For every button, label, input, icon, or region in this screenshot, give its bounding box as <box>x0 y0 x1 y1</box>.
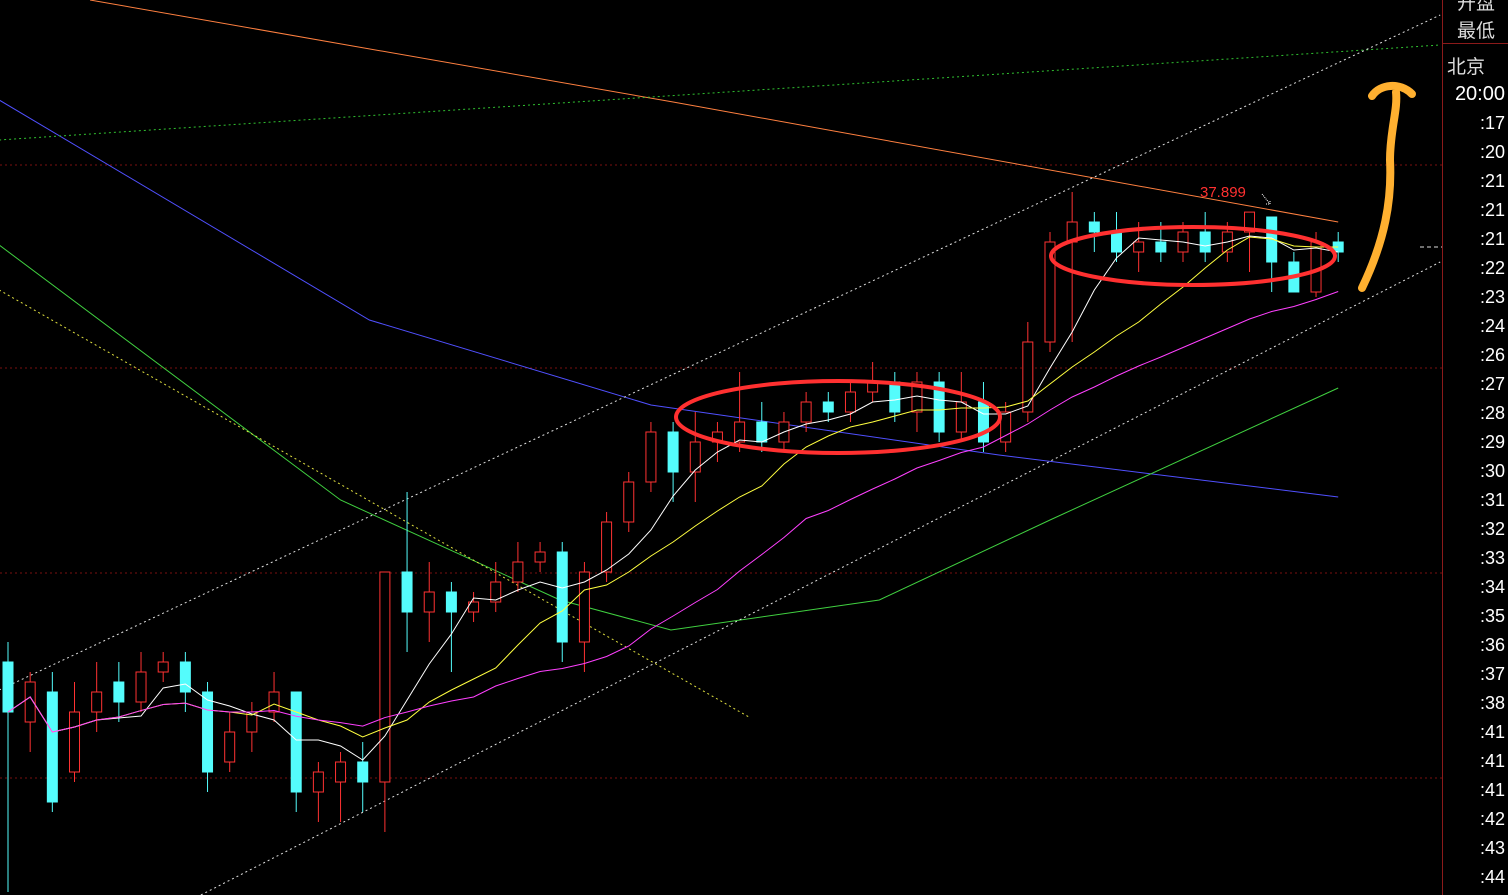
time-tick: :28 <box>1479 403 1505 423</box>
time-tick: :21 <box>1479 200 1505 220</box>
candle-up <box>268 691 280 713</box>
candle-up <box>157 661 169 673</box>
open-header: 开盘 <box>1456 0 1495 14</box>
candle-down <box>1155 241 1167 253</box>
candle-up <box>512 561 524 583</box>
candle-down <box>445 591 457 613</box>
time-tick: :23 <box>1479 287 1505 307</box>
candle-down <box>2 661 14 713</box>
candle-up <box>24 681 36 723</box>
candle-down <box>933 381 945 433</box>
candle-up <box>135 671 147 703</box>
candle-up <box>1244 211 1256 233</box>
candle-up <box>1022 341 1034 413</box>
arrow-pointer-icon <box>1261 193 1271 205</box>
candle-up <box>379 571 391 783</box>
trend-line <box>89 0 1339 223</box>
trend-line <box>0 14 1441 691</box>
candle-up <box>423 591 435 613</box>
time-tick: :21 <box>1479 171 1505 191</box>
time-tick: :22 <box>1479 258 1505 278</box>
ma20-line <box>7 291 1339 733</box>
highlight-ellipse <box>1049 225 1337 287</box>
time-tick: :27 <box>1479 374 1505 394</box>
trend-line <box>0 289 751 719</box>
candle-up <box>645 431 657 483</box>
low-header: 最低 <box>1456 20 1495 42</box>
candle-up <box>534 551 546 563</box>
candle-down <box>290 691 302 793</box>
candle-up <box>844 391 856 413</box>
trend-line <box>0 44 1441 141</box>
time-tick: :38 <box>1479 693 1505 713</box>
time-list: 20:00 :17 :20 :21 :21 :21 :22 :23 :24 :26 :27 :28 :2… <box>1443 80 1505 892</box>
time-tick: :43 <box>1479 838 1505 858</box>
time-tick: :44 <box>1479 867 1505 887</box>
time-tick: :33 <box>1479 548 1505 568</box>
candle-up <box>601 521 613 573</box>
candle-up <box>689 441 701 473</box>
candle-down <box>46 691 58 803</box>
candle-down <box>401 571 413 613</box>
candle-up <box>224 731 236 763</box>
time-tick: :21 <box>1479 229 1505 249</box>
candle-down <box>202 691 214 773</box>
candle-up <box>800 401 812 423</box>
candle-up <box>623 481 635 523</box>
time-tick: :29 <box>1479 432 1505 452</box>
time-tick: :42 <box>1479 809 1505 829</box>
trend-line <box>200 261 1441 895</box>
candle-down <box>889 381 901 413</box>
high-price-label: 37.899 <box>1200 184 1246 201</box>
candle-down <box>556 551 568 643</box>
ma5-line <box>7 235 1339 761</box>
candle-up <box>1044 241 1056 343</box>
trend-line <box>0 245 1339 631</box>
candlestick-chart: 37.899 <box>0 0 1442 895</box>
candle-down <box>1088 221 1100 233</box>
time-tick: :26 <box>1479 345 1505 365</box>
time-tick: 20:00 <box>1454 83 1505 105</box>
candle-up <box>955 401 967 433</box>
trend-line <box>0 99 1339 498</box>
candle-up <box>578 571 590 643</box>
candle-up <box>312 771 324 793</box>
time-tick: :24 <box>1479 316 1505 336</box>
candle-down <box>1199 231 1211 253</box>
candle-down <box>667 431 679 473</box>
candle-down <box>113 681 125 703</box>
candle-down <box>1111 231 1122 253</box>
city-label: 北京 <box>1447 56 1486 78</box>
candle-up <box>1133 241 1145 253</box>
time-tick: :20 <box>1479 142 1505 162</box>
candle-up <box>91 691 103 713</box>
candle-down <box>822 401 834 413</box>
candle-down <box>756 421 768 443</box>
candle-up <box>1310 241 1322 293</box>
time-tick: :41 <box>1479 780 1505 800</box>
up-arrow-icon <box>1358 82 1416 292</box>
time-tick: :30 <box>1479 461 1505 481</box>
time-tick: :41 <box>1479 722 1505 742</box>
time-tick: :35 <box>1479 606 1505 626</box>
candle-up <box>734 421 746 443</box>
time-tick: :17 <box>1479 113 1505 133</box>
highlight-ellipse <box>674 379 1002 455</box>
candle-up <box>490 581 502 603</box>
time-tick: :37 <box>1479 664 1505 684</box>
time-tick: :41 <box>1479 751 1505 771</box>
candle-down <box>179 661 191 693</box>
candle-down <box>357 761 369 783</box>
time-tick: :34 <box>1479 577 1505 597</box>
time-side-panel: 开盘 最低 北京 20:00 :17 :20 :21 :21 :21 :22 :23 :24 :2… <box>1442 0 1508 895</box>
candle-up <box>69 711 81 773</box>
time-tick: :36 <box>1479 635 1505 655</box>
divider <box>1443 43 1508 44</box>
candle-up <box>335 761 347 783</box>
time-tick: :32 <box>1479 519 1505 539</box>
time-tick: :31 <box>1479 490 1505 510</box>
candle-up <box>1000 411 1012 443</box>
